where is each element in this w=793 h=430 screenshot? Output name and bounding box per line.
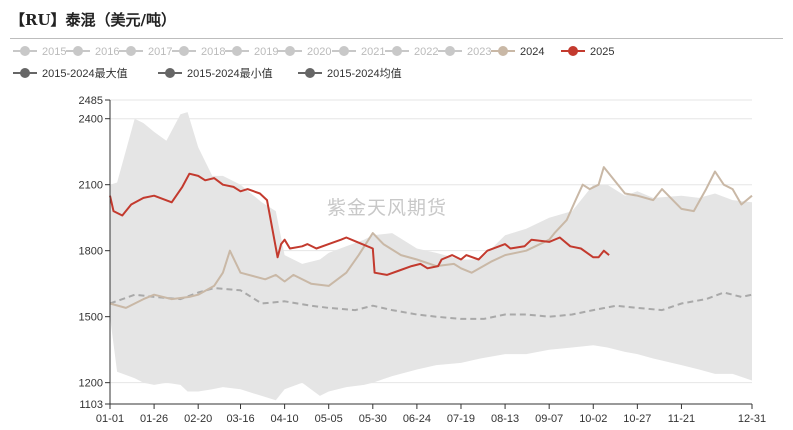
legend-label: 2016 — [95, 46, 119, 58]
legend-item-2016[interactable]: 2016 — [66, 46, 119, 58]
title-divider — [10, 38, 783, 39]
min-max-band-group — [110, 112, 752, 401]
axes-group: 1103 1200 1500 1800 2100 2400 2485 01-01 01-26 02… — [79, 95, 767, 425]
x-tick-label: 01-01 — [96, 413, 124, 425]
x-tick-label: 05-30 — [359, 413, 387, 425]
legend-item-2021[interactable]: 2021 — [332, 46, 385, 58]
y-tick-label: 1500 — [79, 312, 103, 324]
x-tick-label: 10-27 — [623, 413, 651, 425]
y-tick-label: 1200 — [79, 378, 103, 390]
legend-item-2022[interactable]: 2022 — [385, 46, 438, 58]
legend-swatch-dot — [73, 46, 83, 56]
x-tick-label: 12-31 — [738, 413, 766, 425]
x-tick-label: 11-21 — [668, 413, 695, 425]
y-tick-label: 2485 — [79, 95, 103, 107]
legend-label: 2015-2024最小值 — [187, 67, 273, 80]
chart-title: 【RU】泰混（美元/吨） — [10, 11, 177, 29]
x-tick-label: 10-02 — [579, 413, 607, 425]
x-tick-label: 06-24 — [403, 413, 431, 425]
series-2024-line — [109, 166, 753, 309]
legend-item-2023[interactable]: 2023 — [438, 46, 491, 58]
legend-swatch-dot — [20, 46, 30, 56]
legend-item-2019[interactable]: 2019 — [225, 46, 278, 58]
legend-item-2018[interactable]: 2018 — [172, 46, 225, 58]
series-2025-line — [109, 172, 610, 276]
legend-swatch-dot — [392, 46, 402, 56]
y-tick-label: 1103 — [79, 399, 103, 411]
legend-item-2017[interactable]: 2017 — [119, 46, 172, 58]
legend-label: 2023 — [467, 46, 491, 58]
legend-label: 2025 — [590, 46, 614, 58]
series-lines-group — [109, 166, 753, 320]
legend-swatch-dot — [305, 68, 315, 78]
legend-label: 2019 — [254, 46, 278, 58]
x-tick-label: 01-26 — [140, 413, 168, 425]
x-tick-label: 04-10 — [271, 413, 299, 425]
x-tick-label: 05-05 — [315, 413, 343, 425]
y-tick-label: 1800 — [79, 246, 103, 258]
legend-swatch-dot — [339, 46, 349, 56]
min-max-band — [110, 112, 752, 401]
legend-swatch-dot — [285, 46, 295, 56]
legend-swatch-dot — [126, 46, 136, 56]
legend-label: 2020 — [307, 46, 331, 58]
legend-item-2015-2024均值[interactable]: 2015-2024均值 — [298, 67, 402, 80]
y-tick-label: 2400 — [79, 114, 103, 126]
legend-item-2015-2024最大值[interactable]: 2015-2024最大值 — [13, 66, 128, 80]
legend-label: 2015-2024最大值 — [42, 66, 128, 80]
x-tick-label: 07-19 — [447, 413, 475, 425]
legend-item-2025[interactable]: 2025 — [561, 46, 614, 58]
x-tick-label: 08-13 — [491, 413, 519, 425]
legend-swatch-dot — [179, 46, 189, 56]
legend-label: 2021 — [361, 46, 385, 58]
y-tick-label: 2100 — [79, 180, 103, 192]
x-tick-label: 03-16 — [226, 413, 254, 425]
legend-swatch-dot — [232, 46, 242, 56]
legend-label: 2015 — [42, 46, 66, 58]
legend-swatch-dot — [568, 46, 578, 56]
legend-item-2015[interactable]: 2015 — [13, 46, 66, 58]
legend-swatch-dot — [20, 68, 30, 78]
x-tick-label: 09-07 — [535, 413, 563, 425]
legend-item-2015-2024最小值[interactable]: 2015-2024最小值 — [158, 67, 273, 80]
watermark-text: 紫金天风期货 — [327, 198, 448, 219]
legend-item-2020[interactable]: 2020 — [278, 46, 331, 58]
legend: 2015 2016 2017 2018 2019 2020 2021 2022 2023 2024… — [13, 46, 614, 80]
legend-label: 2022 — [414, 46, 438, 58]
legend-label: 2017 — [148, 46, 172, 58]
legend-label: 2024 — [520, 46, 544, 58]
legend-swatch-dot — [445, 46, 455, 56]
legend-swatch-dot — [165, 68, 175, 78]
x-tick-label: 02-20 — [184, 413, 212, 425]
legend-item-2024[interactable]: 2024 — [491, 46, 544, 58]
series-average-line — [109, 287, 753, 320]
legend-label: 2018 — [201, 46, 225, 58]
legend-swatch-dot — [498, 46, 508, 56]
legend-label: 2015-2024均值 — [327, 67, 402, 80]
